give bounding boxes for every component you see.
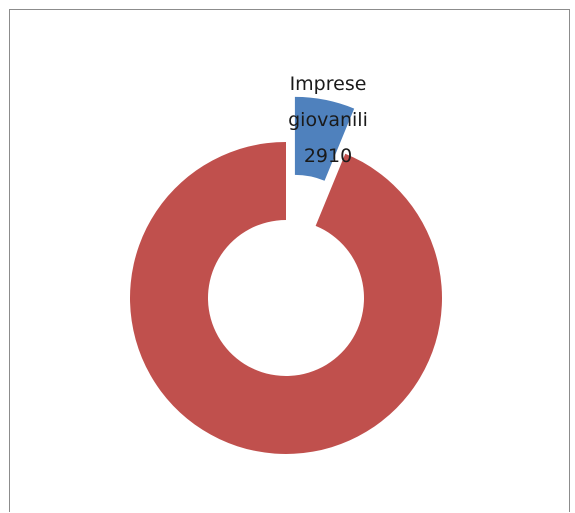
chart-area: Imprese giovanili 2910 xyxy=(9,9,570,512)
doughnut-chart: Imprese giovanili 2910 xyxy=(130,73,442,454)
slice-data-label: Imprese giovanili 2910 xyxy=(288,73,368,167)
slice-label-line: Imprese xyxy=(290,73,367,95)
slice-value-label: 2910 xyxy=(304,145,352,167)
doughnut-slice-1 xyxy=(130,141,442,454)
slice-label-line: giovanili xyxy=(288,109,368,131)
doughnut-slice-0 xyxy=(294,96,355,181)
